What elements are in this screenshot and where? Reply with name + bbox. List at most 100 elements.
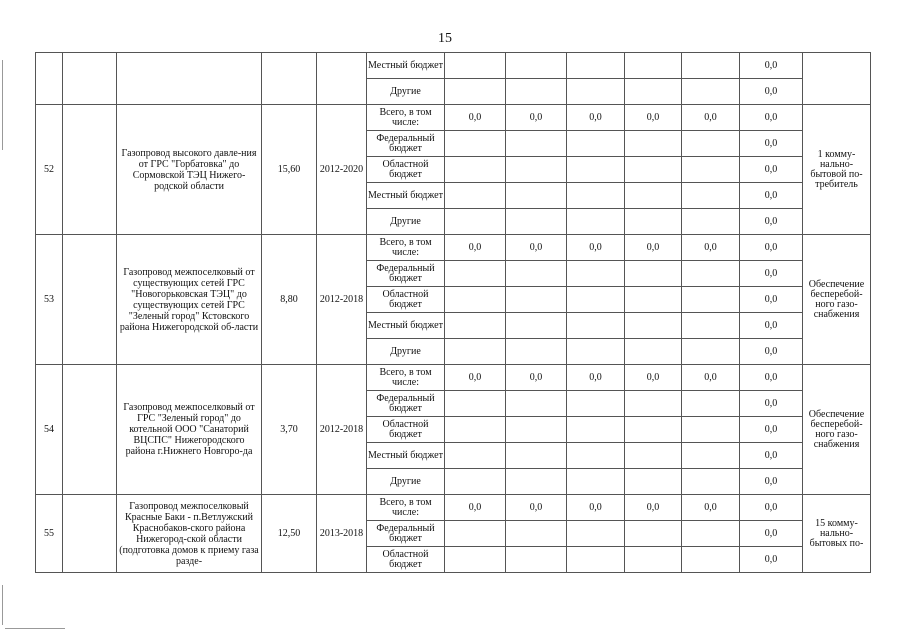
year-value	[566, 312, 625, 339]
year-value	[505, 286, 567, 313]
year-value: 0,0	[681, 364, 740, 391]
year-value	[505, 416, 567, 443]
year-value	[624, 416, 682, 443]
year-value	[566, 208, 625, 235]
period: 2012-2020	[316, 104, 367, 235]
year-value	[505, 260, 567, 287]
year-value: 0,0	[624, 494, 682, 521]
item-number	[35, 52, 63, 105]
funding-source: Местный бюджет	[366, 182, 445, 209]
year-value	[681, 156, 740, 183]
funding-source: Всего, в том числе:	[366, 494, 445, 521]
year-value	[566, 546, 625, 573]
year-value	[624, 442, 682, 469]
table-row: Федеральный бюджет 0,0	[36, 520, 871, 547]
year-value	[444, 390, 506, 417]
total-value: 0,0	[739, 208, 803, 235]
year-value	[681, 260, 740, 287]
expected-result: Обеспечение бесперебой-ного газо-снабжен…	[802, 234, 871, 365]
year-value	[624, 52, 682, 79]
year-value	[624, 130, 682, 157]
object-name	[116, 52, 262, 105]
year-value	[624, 260, 682, 287]
blank-cell	[62, 234, 117, 365]
year-value: 0,0	[566, 104, 625, 131]
funding-source: Другие	[366, 338, 445, 365]
year-value: 0,0	[505, 494, 567, 521]
funding-source: Местный бюджет	[366, 52, 445, 79]
scan-edge-mark	[5, 628, 65, 629]
year-value	[624, 520, 682, 547]
table-row: Областной бюджет 0,0	[36, 286, 871, 313]
year-value	[681, 78, 740, 105]
year-value	[505, 468, 567, 495]
object-name: Газопровод высокого давле-ния от ГРС "Го…	[116, 104, 262, 235]
length-km: 15,60	[261, 104, 317, 235]
table-row: Местный бюджет 0,0	[36, 312, 871, 339]
year-value: 0,0	[566, 494, 625, 521]
year-value	[505, 182, 567, 209]
year-value	[505, 546, 567, 573]
item-number: 54	[35, 364, 63, 495]
table-row: Местный бюджет 0,0	[35, 52, 871, 105]
year-value	[681, 312, 740, 339]
year-value	[624, 390, 682, 417]
year-value	[505, 520, 567, 547]
total-value: 0,0	[739, 468, 803, 495]
total-value: 0,0	[739, 78, 803, 105]
total-value: 0,0	[739, 546, 803, 573]
year-value	[505, 130, 567, 157]
expected-result: 15 комму-нально-бытовых по-	[802, 494, 871, 573]
funding-source: Всего, в том числе:	[366, 364, 445, 391]
year-value	[566, 468, 625, 495]
funding-source: Федеральный бюджет	[366, 130, 445, 157]
total-value: 0,0	[739, 442, 803, 469]
object-name: Газопровод межпоселковый Красные Баки - …	[116, 494, 262, 573]
year-value	[681, 546, 740, 573]
table-row: Другие 0,0	[36, 208, 871, 235]
page-number: 15	[438, 31, 452, 46]
year-value	[444, 546, 506, 573]
total-value: 0,0	[739, 416, 803, 443]
year-value	[624, 156, 682, 183]
year-value: 0,0	[566, 364, 625, 391]
total-value: 0,0	[739, 520, 803, 547]
year-value	[681, 130, 740, 157]
year-value	[505, 52, 567, 79]
total-value: 0,0	[739, 312, 803, 339]
year-value	[566, 286, 625, 313]
year-value	[624, 208, 682, 235]
scan-edge-mark	[2, 585, 3, 625]
table-row: 55 Газопровод межпоселковый Красные Баки …	[35, 494, 871, 573]
year-value	[681, 338, 740, 365]
length-km	[261, 52, 317, 105]
table-row: Областной бюджет 0,0	[36, 546, 871, 573]
item-number: 52	[35, 104, 63, 235]
year-value	[566, 78, 625, 105]
year-value	[681, 208, 740, 235]
length-km: 8,80	[261, 234, 317, 365]
object-name: Газопровод межпоселковый от ГРС "Зеленый…	[116, 364, 262, 495]
budget-table: Местный бюджет 0,0 Другие 0,0 52 Газопровод в…	[35, 52, 871, 573]
table-row: Федеральный бюджет 0,0	[36, 390, 871, 417]
year-value	[444, 286, 506, 313]
year-value: 0,0	[624, 104, 682, 131]
total-value: 0,0	[739, 338, 803, 365]
year-value: 0,0	[681, 234, 740, 261]
funding-source: Федеральный бюджет	[366, 260, 445, 287]
year-value	[566, 130, 625, 157]
table-row: 52 Газопровод высокого давле-ния от ГРС "…	[35, 104, 871, 235]
expected-result: Обеспечение бесперебой-ного газо-снабжен…	[802, 364, 871, 495]
year-value	[624, 78, 682, 105]
funding-source: Областной бюджет	[366, 546, 445, 573]
year-value	[505, 208, 567, 235]
total-value: 0,0	[739, 156, 803, 183]
table-row: Другие 0,0	[36, 338, 871, 365]
year-value	[624, 312, 682, 339]
funding-source: Другие	[366, 468, 445, 495]
blank-cell	[62, 494, 117, 573]
year-value	[444, 260, 506, 287]
year-value	[444, 130, 506, 157]
year-value	[566, 416, 625, 443]
year-value	[681, 390, 740, 417]
